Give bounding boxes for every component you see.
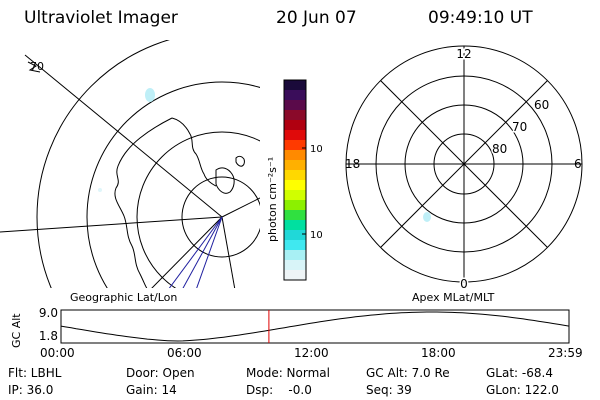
observation-date: 20 Jun 07 [276, 8, 357, 28]
mlt-label-18: 18 [345, 157, 360, 171]
door-info: Door: Open [126, 366, 195, 380]
colorbar-swatch [284, 260, 306, 271]
latitude-corner-label: 70 [30, 60, 44, 73]
meridian-line [0, 216, 223, 233]
coastline [215, 167, 235, 194]
colorbar-swatch [284, 200, 306, 211]
lat-circle [181, 176, 260, 258]
mlt-label-6: 6 [574, 157, 582, 171]
orbit-track-line [182, 216, 223, 288]
colorbar-tick-label-10: 10 [310, 230, 322, 241]
colorbar-swatch [284, 190, 306, 201]
colorbar-swatch [284, 180, 306, 191]
colorbar-swatch [284, 250, 306, 261]
mlt-meridian [380, 80, 548, 248]
colorbar-swatch [284, 90, 306, 101]
altitude-axis-label: GC Alt [10, 313, 23, 348]
altitude-plot: GC Alt 9.0 1.8 [10, 306, 570, 348]
meridian-line [221, 197, 260, 218]
mlt-label-12: 12 [456, 47, 471, 61]
gc-alt-info: GC Alt: 7.0 Re [366, 366, 450, 380]
sequence-info: Seq: 39 [366, 383, 412, 397]
ip-info: IP: 36.0 [8, 383, 54, 397]
colorbar-unit-label: photon cm⁻²s⁻¹ [266, 157, 279, 242]
dsp-info: Dsp: -0.0 [246, 383, 312, 397]
lat-label-80: 80 [492, 142, 507, 156]
time-tick-1200: 12:00 [294, 346, 329, 360]
colorbar-frame [283, 79, 307, 281]
geographic-map: 70 [0, 40, 260, 288]
meridian-line [151, 216, 223, 288]
lat-label-60: 60 [534, 98, 549, 112]
colorbar-tick-label-100: 100 [310, 144, 322, 155]
auroral-emission-spot [423, 212, 431, 222]
polar-mlt-plot: 12 18 6 0 60 70 80 [345, 45, 583, 291]
orbit-track-line [168, 216, 223, 288]
colorbar-swatch [284, 130, 306, 141]
colorbar-swatch [284, 80, 306, 91]
instrument-title: Ultraviolet Imager [24, 8, 178, 28]
glon-info: GLon: 122.0 [486, 383, 559, 397]
mode-info: Mode: Normal [246, 366, 330, 380]
lat-circle [136, 131, 260, 288]
coastline [235, 155, 245, 167]
time-tick-0600: 06:00 [167, 346, 202, 360]
colorbar-swatch [284, 230, 306, 241]
orbit-track-line [196, 216, 223, 288]
altitude-tick-9: 9.0 [39, 306, 58, 320]
colorbar-swatch [284, 160, 306, 171]
meridian-line [221, 216, 236, 288]
colorbar-swatch [284, 210, 306, 221]
colorbar-swatch [284, 220, 306, 231]
geographic-panel-label: Geographic Lat/Lon [70, 291, 178, 304]
filter-info: Flt: LBHL [8, 366, 62, 380]
colorbar-swatch [284, 110, 306, 121]
glat-info: GLat: -68.4 [486, 366, 553, 380]
colorbar-swatch [284, 270, 306, 281]
meridian-line [24, 54, 223, 218]
lat-circle [36, 40, 171, 288]
coastline [27, 61, 41, 73]
colorbar-swatch [284, 140, 306, 151]
coastline [171, 117, 217, 187]
altitude-tick-1-8: 1.8 [39, 329, 58, 343]
altitude-curve [60, 311, 570, 342]
gain-info: Gain: 14 [126, 383, 177, 397]
colorbar: 100 10 photon cm⁻²s⁻¹ [266, 79, 322, 281]
observation-time: 09:49:10 UT [428, 8, 533, 28]
time-tick-0000: 00:00 [40, 346, 75, 360]
colorbar-swatch [284, 170, 306, 181]
lat-circle [86, 81, 260, 288]
time-tick-2359: 23:59 [548, 346, 583, 360]
colorbar-swatch [284, 240, 306, 251]
colorbar-swatch [284, 120, 306, 131]
colorbar-swatch [284, 150, 306, 161]
colorbar-swatch [284, 100, 306, 111]
apex-panel-label: Apex MLat/MLT [412, 291, 495, 304]
coastline [114, 117, 173, 288]
lat-label-70: 70 [512, 120, 527, 134]
auroral-emission-spot [145, 88, 155, 102]
time-tick-1800: 18:00 [421, 346, 456, 360]
mlt-label-0: 0 [460, 277, 468, 291]
auroral-emission-spot [98, 188, 102, 192]
